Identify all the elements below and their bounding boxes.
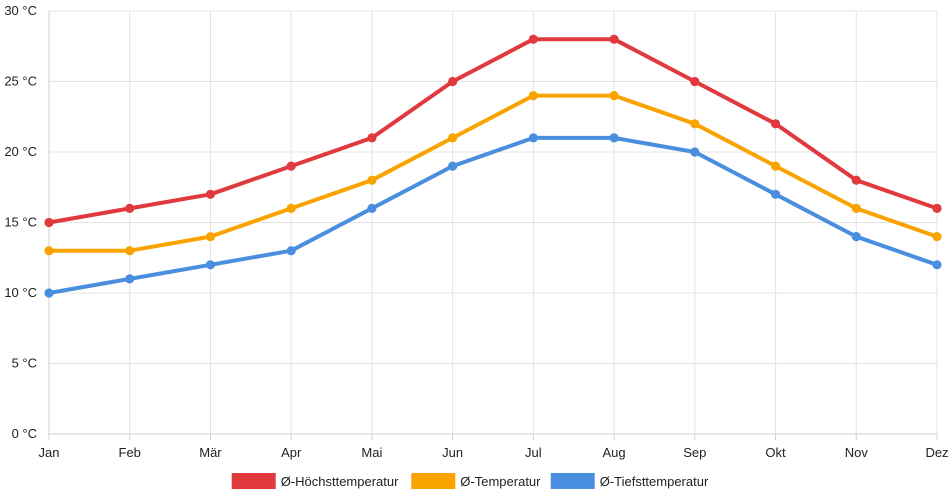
chart-legend[interactable]: Ø-Höchsttemperatur Ø-Temperatur Ø-Tiefstte… — [231, 473, 709, 489]
y-tick-label: 15 °C — [4, 215, 37, 230]
series-line — [47, 135, 939, 295]
series-line — [47, 37, 939, 225]
x-tick-label: Apr — [281, 445, 302, 460]
data-point[interactable] — [932, 232, 942, 242]
data-point[interactable] — [367, 133, 377, 143]
data-point[interactable] — [528, 91, 538, 101]
y-tick-label: 10 °C — [4, 285, 37, 300]
data-point[interactable] — [851, 232, 861, 242]
x-tick-label: Mai — [361, 445, 382, 460]
y-tick-label: 20 °C — [4, 144, 37, 159]
x-tick-label: Okt — [765, 445, 786, 460]
x-tick-label: Sep — [683, 445, 706, 460]
legend-item[interactable]: Ø-Tiefsttemperatur — [550, 473, 709, 489]
x-tick-label: Jun — [442, 445, 463, 460]
x-tick-label: Dez — [925, 445, 948, 460]
data-point[interactable] — [609, 34, 619, 44]
legend-label: Ø-Temperatur — [460, 474, 541, 489]
series-line — [47, 93, 939, 253]
y-tick-label: 5 °C — [12, 356, 37, 371]
data-series — [44, 34, 942, 298]
x-tick-label: Mär — [199, 445, 222, 460]
y-tick-label: 30 °C — [4, 3, 37, 18]
x-tick-label: Jan — [39, 445, 60, 460]
data-point[interactable] — [286, 246, 296, 256]
y-tick-label: 0 °C — [12, 426, 37, 441]
data-point[interactable] — [367, 175, 377, 185]
data-point[interactable] — [851, 175, 861, 185]
data-point[interactable] — [770, 189, 781, 199]
legend-item[interactable]: Ø-Höchsttemperatur — [231, 473, 399, 489]
data-point[interactable] — [448, 161, 458, 171]
data-point[interactable] — [932, 203, 942, 213]
data-point[interactable] — [205, 189, 216, 199]
data-point[interactable] — [286, 203, 296, 213]
series-3 — [44, 133, 942, 298]
data-point[interactable] — [125, 246, 135, 256]
x-tick-label: Jul — [525, 445, 542, 460]
data-point[interactable] — [125, 274, 135, 284]
data-point[interactable] — [367, 203, 377, 213]
data-point[interactable] — [286, 161, 296, 171]
data-point[interactable] — [690, 76, 700, 87]
x-tick-label: Feb — [119, 445, 141, 460]
data-point[interactable] — [528, 34, 538, 44]
data-point[interactable] — [609, 133, 619, 143]
legend-label: Ø-Höchsttemperatur — [281, 474, 399, 489]
data-point[interactable] — [205, 232, 216, 242]
x-tick-label: Nov — [845, 445, 869, 460]
data-point[interactable] — [690, 147, 700, 157]
data-point[interactable] — [448, 76, 458, 87]
data-point[interactable] — [44, 217, 54, 228]
data-point[interactable] — [932, 260, 942, 270]
data-point[interactable] — [528, 133, 538, 143]
grid-lines — [48, 10, 938, 440]
data-point[interactable] — [448, 133, 458, 143]
data-point[interactable] — [44, 288, 54, 298]
series-2 — [44, 91, 942, 256]
data-point[interactable] — [609, 91, 619, 101]
legend-swatch — [550, 473, 595, 489]
x-tick-label: Aug — [603, 445, 626, 460]
data-point[interactable] — [770, 119, 781, 129]
data-point[interactable] — [44, 246, 54, 256]
data-point[interactable] — [851, 203, 861, 213]
series-1 — [44, 34, 942, 228]
data-point[interactable] — [770, 161, 781, 171]
legend-item[interactable]: Ø-Temperatur — [411, 473, 541, 489]
data-point[interactable] — [125, 203, 135, 213]
y-tick-label: 25 °C — [4, 74, 37, 89]
legend-swatch — [411, 473, 456, 489]
axis-labels: 0 °C 5 °C 10 °C 15 °C 20 °C 25 °C 30 °C Jan Feb M… — [4, 3, 948, 460]
data-point[interactable] — [205, 260, 216, 270]
legend-swatch — [231, 473, 276, 489]
data-point[interactable] — [690, 119, 700, 129]
legend-label: Ø-Tiefsttemperatur — [600, 474, 709, 489]
